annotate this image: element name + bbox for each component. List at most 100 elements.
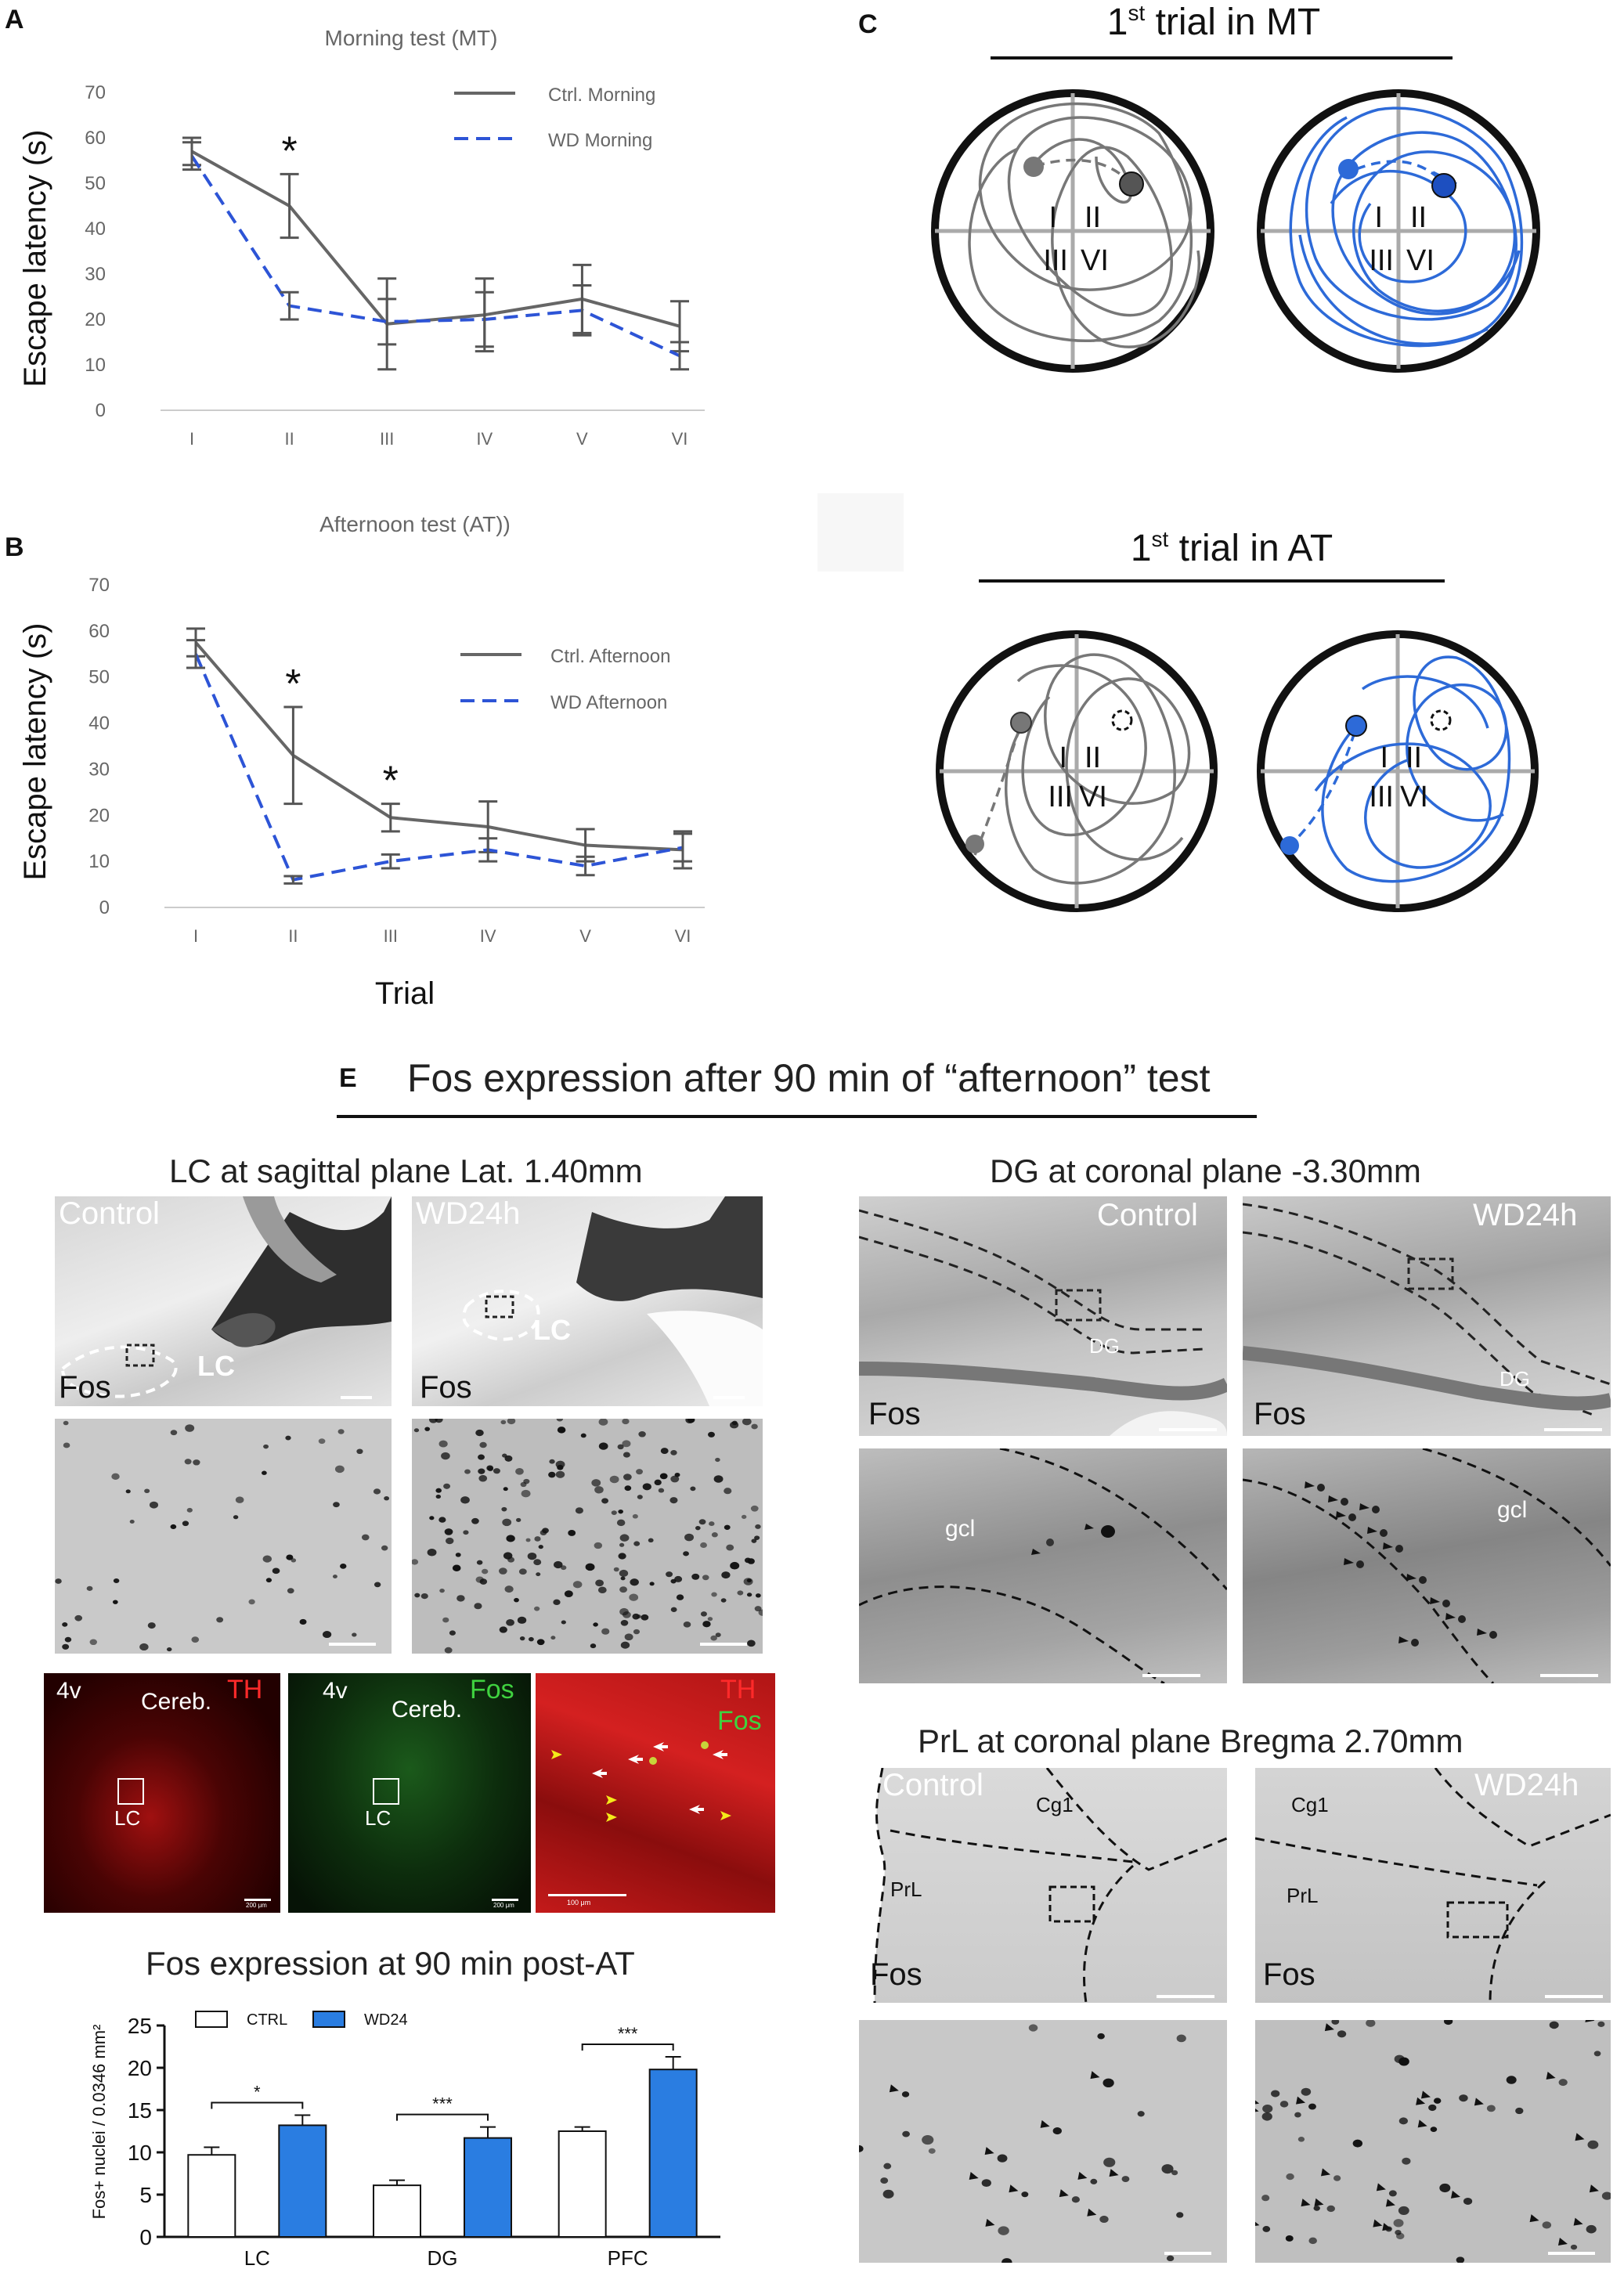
y-tick-label: 40 [88,713,110,734]
error-bar [381,803,400,833]
svg-text:II: II [1084,201,1101,234]
y-axis-label: Escape latency (s) [18,622,52,880]
dg-wd-overview: WD24h Fos DG [1243,1196,1611,1436]
maze-control-pool: I II III VI [936,630,1218,912]
x-tick-label: V [579,926,591,946]
y-tick-label: 10 [88,851,110,872]
svg-text:VI: VI [1406,244,1435,277]
y-tick-label: 50 [85,173,106,194]
significance-bracket [211,2101,304,2109]
panel-label-a: A [5,5,24,34]
prl-label: PrL [890,1878,922,1901]
dg-title: DG at coronal plane -3.30mm [990,1153,1421,1189]
series-line-0 [194,641,684,852]
significance-mark: * [281,128,297,174]
fos-label: Fos [420,1370,472,1405]
panel-label-e: E [339,1063,357,1093]
lc-label: LC [365,1806,392,1830]
maze-wd-pool: I II III VI [1257,630,1539,912]
x-tick-label: V [576,429,588,449]
error-bar [673,832,692,863]
lc-control-zoom [55,1419,392,1654]
y-tick-label: 30 [85,264,106,285]
series-line-1 [194,653,684,882]
y-tick-label: 30 [88,759,110,780]
panel-label-b: B [5,532,24,562]
y-tick-label: 15 [128,2098,152,2123]
lc-label: LC [533,1314,571,1346]
svg-text:I: I [1374,201,1383,234]
bar-wd24 [648,2069,698,2238]
svg-text:VI: VI [1079,781,1107,813]
dg-wd-zoom: gcl [1243,1448,1611,1683]
x-tick-label: PFC [608,2246,648,2269]
cereb-label: Cereb. [141,1689,212,1715]
x-tick-label: IV [480,926,496,946]
fos-label: Fos [717,1706,762,1736]
error-bar [475,290,494,348]
control-label: Control [59,1196,160,1231]
fluor-th-panel: 4v Cereb. TH LC 200 μm [44,1673,280,1913]
x-axis-label: Trial [375,976,435,1011]
svg-text:III: III [1048,781,1073,813]
y-tick-label: 0 [96,400,106,421]
y-tick-label: 70 [88,575,110,596]
maze-panel-at: 1st trial in AT I II III VI I II III VI [817,493,1539,912]
error-bar [280,290,299,321]
th-label: TH [227,1675,263,1704]
y-tick-label: 20 [85,309,106,330]
lc-wd-zoom [412,1419,763,1654]
y-tick-label: 50 [88,667,110,688]
x-tick-label: II [288,926,298,946]
wd-label: WD24h [416,1196,521,1231]
significance-bracket [396,2113,489,2121]
maze-title: 1st trial in AT [1131,527,1333,569]
svg-text:I: I [1380,741,1388,774]
x-tick-label: III [380,429,394,449]
svg-text:III: III [1369,781,1394,813]
svg-text:II: II [1410,201,1427,234]
x-tick-label: III [384,926,398,946]
bar-wd24 [464,2137,512,2238]
legend-wd-label: WD24 [364,2011,408,2029]
x-tick-label: I [189,429,194,449]
dg-control-zoom: gcl [859,1448,1227,1683]
prl-control-zoom [859,2020,1227,2263]
chart-title: Morning test (MT) [325,26,498,50]
error-bar [182,141,201,171]
y-tick-label: 20 [88,805,110,826]
chart-afternoon-test: Afternoon test (AT)) Escape latency (s) … [18,512,705,1011]
fluor-merge-panel: 100 μm TH Fos [536,1673,775,1913]
svg-text:III: III [1043,244,1068,277]
fos-label: Fos [470,1675,514,1704]
y-tick-label: 20 [128,2056,152,2080]
error-bar [283,875,303,885]
control-label: Control [882,1768,983,1802]
significance-mark: *** [432,2094,453,2114]
y-tick-label: 40 [85,218,106,240]
maze-title: 1st trial in MT [1107,1,1321,43]
wd-label: WD24h [1473,1198,1578,1232]
lc-label: LC [197,1350,235,1382]
error-bar [665,2055,681,2070]
maze-wd-pool: I II III VI [1257,89,1540,373]
prl-control-overview: Control Cg1 PrL Fos [859,1768,1227,2003]
legend-ctrl-swatch [195,2011,228,2028]
y-axis-label: Escape latency (s) [18,129,52,387]
lc-wd-overview: WD24h Fos LC [412,1196,763,1406]
4v-label: 4v [56,1678,81,1704]
th-label: TH [720,1675,756,1704]
y-tick-label: 60 [88,621,110,642]
roi-box [373,1778,399,1805]
roi-box [117,1778,144,1805]
prl-title: PrL at coronal plane Bregma 2.70mm [918,1722,1463,1759]
bar-ctrl [373,2184,421,2238]
prl-label: PrL [1287,1884,1319,1907]
chart-title: Afternoon test (AT)) [319,512,511,536]
section-e-title: Fos expression after 90 min of “afternoo… [407,1056,1211,1100]
cg1-label: Cg1 [1036,1793,1074,1816]
gcl-label: gcl [945,1516,976,1542]
fos-label: Fos [870,1957,922,1992]
error-bar [381,853,400,870]
scale-bar-label: 200 μm [246,1902,267,1909]
